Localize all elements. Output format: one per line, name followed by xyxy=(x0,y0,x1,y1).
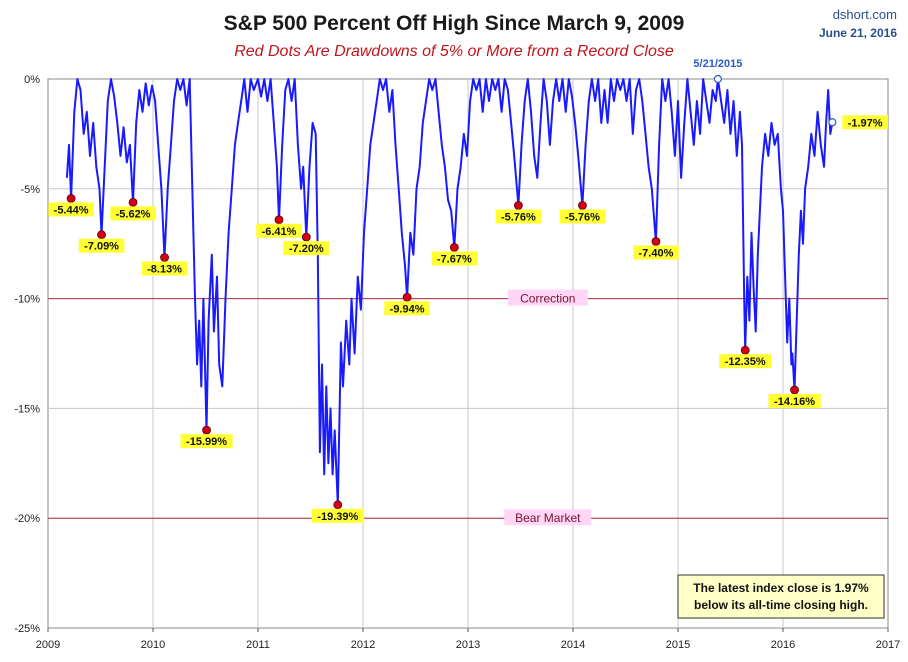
x-tick-label: 2015 xyxy=(666,639,690,651)
note-line-2: below its all-time closing high. xyxy=(694,598,868,612)
drawdown-label: -5.44% xyxy=(54,204,89,216)
y-tick-label: -20% xyxy=(14,513,40,525)
drawdown-label-background xyxy=(110,206,156,221)
y-axis: 0% -5% -10% -15% -20% -25% xyxy=(14,74,40,635)
drawdown-label-background xyxy=(431,251,478,266)
reference-label: Bear Market xyxy=(515,511,581,525)
peak-marker xyxy=(713,74,723,84)
series-layer xyxy=(65,78,834,506)
drawdown-label-background xyxy=(180,434,233,449)
chart-subtitle: Red Dots Are Drawdowns of 5% or More fro… xyxy=(234,43,674,60)
drawdown-label: -5.76% xyxy=(501,211,536,223)
x-tick-label: 2011 xyxy=(246,639,270,651)
drawdown-label: -5.62% xyxy=(116,208,151,220)
reference-label: Correction xyxy=(520,292,575,306)
note-box-background xyxy=(677,574,885,619)
drawdown-point xyxy=(128,198,138,207)
drawdown-point xyxy=(333,500,343,510)
series-line xyxy=(65,78,834,506)
drawdown-point xyxy=(651,237,661,246)
drawdown-label: -9.94% xyxy=(390,303,425,315)
x-tick-label: 2009 xyxy=(36,639,60,651)
x-tick-label: 2010 xyxy=(141,639,165,651)
drawdown-point xyxy=(790,385,799,395)
drawdown-label: -6.41% xyxy=(262,226,297,238)
drawdown-label: -19.39% xyxy=(317,511,358,523)
drawdown-label-background xyxy=(78,238,125,253)
drawdown-label-background xyxy=(768,393,821,408)
drawdown-label-background xyxy=(311,508,364,523)
note-box: The latest index close is 1.97% below it… xyxy=(677,574,885,619)
y-tick-label: -5% xyxy=(20,184,40,196)
drawdown-point xyxy=(449,243,459,252)
y-tick-label: -15% xyxy=(14,403,40,415)
y-tick-label: -25% xyxy=(14,623,40,635)
drawdown-label: -8.13% xyxy=(147,264,182,276)
credit-date: June 21, 2016 xyxy=(819,26,897,40)
drawdown-label-background xyxy=(256,223,302,238)
drawdown-label-background xyxy=(141,261,188,276)
drawdown-point xyxy=(202,425,211,435)
y-tick-label: -10% xyxy=(14,294,40,306)
peak-label: 5/21/2015 xyxy=(693,58,742,70)
drawdown-label-background xyxy=(633,245,679,260)
x-tick-label: 2014 xyxy=(561,639,585,651)
drawdown-markers: -5.44% -7.09% -5.62% -8.13% -15.99% -6.41% -7.… xyxy=(48,58,888,523)
drawdown-label: -12.35% xyxy=(725,356,766,368)
drawdown-point xyxy=(66,194,76,203)
chart-title: S&P 500 Percent Off High Since March 9, … xyxy=(224,12,685,35)
latest-label: -1.97% xyxy=(848,117,883,129)
drawdown-label-background xyxy=(48,202,94,217)
drawdown-label-background xyxy=(559,209,606,224)
x-tick-label: 2013 xyxy=(456,639,480,651)
reference-label-background xyxy=(507,289,588,306)
drawdown-point xyxy=(402,292,412,302)
x-tick-label: 2016 xyxy=(771,639,795,651)
credit-site: dshort.com xyxy=(833,7,897,22)
reference-lines: Correction Bear Market xyxy=(48,289,888,526)
drawdown-label: -7.67% xyxy=(437,253,472,265)
drawdown-label: -15.99% xyxy=(186,436,227,448)
drawdown-label: -5.76% xyxy=(565,211,600,223)
reference-label-background xyxy=(504,509,592,526)
drawdown-point xyxy=(740,345,750,355)
y-tick-label: 0% xyxy=(24,74,40,86)
drawdown-label-background xyxy=(495,209,542,224)
note-line-1: The latest index close is 1.97% xyxy=(693,581,869,595)
drawdown-point xyxy=(514,201,523,210)
drawdown-label-background xyxy=(283,241,330,256)
drawdown-point xyxy=(578,201,587,210)
x-tick-label: 2017 xyxy=(876,639,900,651)
drawdown-point xyxy=(97,230,106,240)
drawdown-label: -7.09% xyxy=(84,241,119,253)
latest-marker xyxy=(828,118,837,127)
latest-label-background xyxy=(842,115,888,130)
drawdown-point xyxy=(301,232,311,242)
drawdown-label: -14.16% xyxy=(774,396,815,408)
drawdown-label: -7.40% xyxy=(639,248,674,260)
x-tick-label: 2012 xyxy=(351,639,375,651)
drawdown-point xyxy=(160,253,169,262)
x-axis: 2009 2010 2011 2012 2013 2014 2015 2016 2017 xyxy=(36,628,900,651)
drawdown-label-background xyxy=(384,301,430,316)
drawdown-point xyxy=(274,215,284,225)
drawdown-label-background xyxy=(719,354,772,369)
drawdown-label: -7.20% xyxy=(289,243,324,255)
